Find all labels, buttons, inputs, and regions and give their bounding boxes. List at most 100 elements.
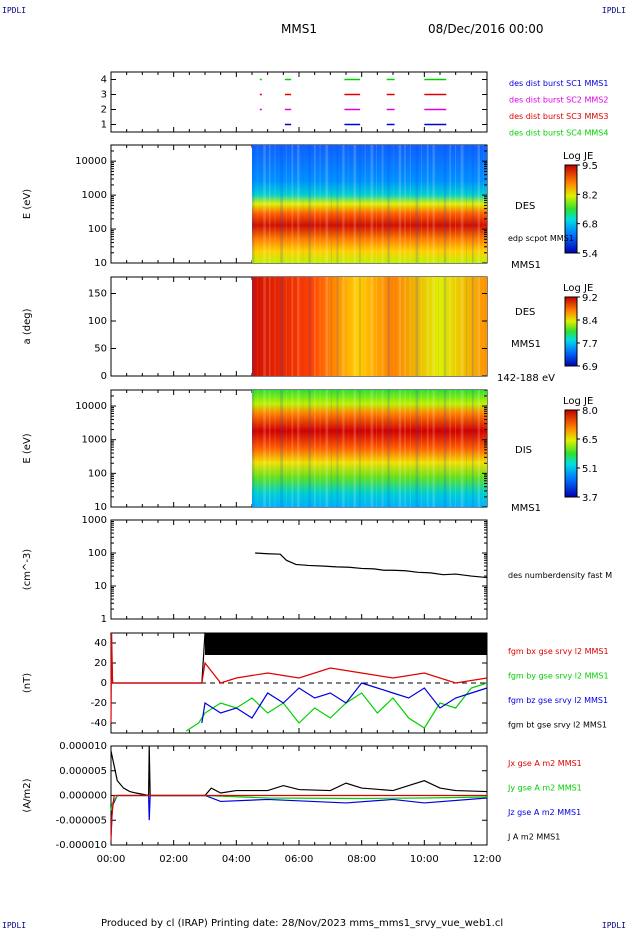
y-tick-label: 1000 — [82, 190, 107, 201]
heatmap-stripe — [336, 277, 339, 376]
heatmap-stripe — [376, 145, 377, 263]
colorbar-3 — [564, 409, 578, 498]
heatmap-stripe — [443, 277, 447, 376]
heatmap-stripe — [387, 390, 390, 507]
heatmap-stripe — [359, 390, 361, 507]
heatmap-stripe — [330, 390, 332, 507]
fgm-line — [201, 682, 488, 724]
colorbar-tick-label: 9.5 — [582, 161, 598, 172]
x-tick-label: 02:00 — [159, 854, 188, 865]
des-energy-label: DES — [515, 201, 535, 212]
fgm-legend-entry: fgm bt gse srvy l2 MMS1 — [508, 721, 607, 730]
heatmap-stripe — [449, 145, 451, 263]
heatmap-stripe — [336, 390, 339, 507]
heatmap-stripe — [308, 145, 311, 263]
fgm-legend-entry: fgm bz gse srvy l2 MMS1 — [508, 696, 608, 705]
current-legend-entry: Jy gse A m2 MMS1 — [507, 784, 582, 793]
fgm-legend-entry: fgm by gse srvy l2 MMS1 — [508, 672, 609, 681]
heatmap-stripe — [398, 390, 402, 507]
plot-area: 1 2 3 4 des dist burst SC1 MMS1 des dist burs… — [22, 71, 612, 865]
x-tick-label: 00:00 — [97, 854, 126, 865]
y-tick-label: 3 — [101, 90, 107, 101]
heatmap-stripe — [280, 277, 283, 376]
heatmap-stripe — [460, 390, 464, 507]
heatmap-stripe — [353, 145, 357, 263]
heatmap-stripe — [325, 145, 329, 263]
heatmap-stripe — [263, 277, 266, 376]
current-legend-entry: Jz gse A m2 MMS1 — [507, 808, 581, 817]
heatmap-stripe — [421, 390, 422, 507]
heatmap-stripe — [432, 277, 435, 376]
y-tick-label: 100 — [88, 548, 107, 559]
y-tick-label: 10 — [94, 581, 107, 592]
heatmap-stripe — [387, 277, 390, 376]
heatmap-stripe — [477, 145, 480, 263]
heatmap-stripe — [314, 145, 316, 263]
colorbar-tick-label: 9.2 — [582, 293, 598, 304]
current-line — [110, 794, 488, 836]
fgm-legend-entry: fgm bx gse srvy l2 MMS1 — [508, 647, 609, 656]
heatmap-stripe — [285, 145, 287, 263]
x-tick-label: 10:00 — [410, 854, 439, 865]
y-tick-label: 100 — [88, 468, 107, 479]
heatmap-stripe — [415, 277, 419, 376]
y-tick-label: 40 — [94, 638, 107, 649]
x-tick-label: 12:00 — [473, 854, 502, 865]
current-line — [110, 794, 487, 841]
heatmap-stripe — [426, 145, 429, 263]
colorbar-tick-label: 6.9 — [582, 362, 598, 373]
y-tick-label: 2 — [101, 105, 107, 116]
y-axis-label-1: E (eV) — [22, 189, 33, 219]
y-tick-label: 0 — [101, 678, 107, 689]
colorbar-tick-label: 3.7 — [582, 493, 598, 504]
y-tick-label: 0.000005 — [59, 766, 107, 777]
colorbar-2 — [564, 296, 578, 367]
heatmap-stripe — [426, 390, 429, 507]
heatmap-stripe — [381, 277, 384, 376]
burst-legend-entry: des dist burst SC3 MMS3 — [509, 112, 608, 121]
y-tick-label: 10000 — [75, 401, 107, 412]
heatmap-stripe — [263, 390, 266, 507]
heatmap-stripe — [398, 277, 402, 376]
panel-frame-4 — [110, 519, 488, 620]
heatmap-stripe — [359, 145, 361, 263]
heatmap-stripe — [291, 277, 294, 376]
colorbar-tick-label: 8.4 — [582, 316, 598, 327]
corner-label-top-right: IPDLI — [601, 6, 626, 15]
dis-energy-sc-label: MMS1 — [511, 503, 541, 514]
colorbar-tick-label: 5.4 — [582, 249, 598, 260]
heatmap-stripe — [263, 145, 266, 263]
heatmap-stripe — [426, 277, 429, 376]
heatmap-stripe — [376, 390, 377, 507]
colorbar-tick-label: 7.7 — [582, 339, 598, 350]
y-tick-label: 1 — [101, 120, 107, 131]
heatmap-stripe — [319, 390, 321, 507]
colorbar-1 — [564, 164, 578, 254]
y-tick-label: 1 — [101, 614, 107, 625]
spacecraft-title: MMS1 — [281, 22, 317, 36]
y-tick-label: -40 — [91, 718, 107, 729]
colorbar-title-1: Log JE — [563, 151, 593, 162]
heatmap-stripe — [364, 145, 366, 263]
heatmap-fill-3 — [252, 390, 487, 507]
heatmap-stripe — [325, 277, 329, 376]
heatmap-stripe — [443, 145, 447, 263]
x-tick-label: 08:00 — [347, 854, 376, 865]
heatmap-stripe — [471, 145, 474, 263]
heatmap-stripe — [285, 390, 287, 507]
colorbar-title-2: Log JE — [563, 283, 593, 294]
heatmap-stripe — [359, 277, 361, 376]
heatmap-stripe — [404, 145, 406, 263]
heatmap-stripe — [268, 277, 271, 376]
y-axis-label-3: E (eV) — [22, 433, 33, 463]
colorbar-tick-label: 8.0 — [582, 406, 598, 417]
y-tick-label: 0.000000 — [59, 791, 107, 802]
heatmap-stripe — [421, 145, 422, 263]
current-line — [110, 745, 488, 797]
dis-energy-label: DIS — [515, 445, 532, 456]
y-axis-label-2: a (deg) — [22, 308, 33, 344]
y-tick-label: 50 — [94, 344, 107, 355]
heatmap-stripe — [471, 277, 474, 376]
y-axis-label-5: (nT) — [22, 673, 33, 693]
heatmap-stripe — [376, 277, 377, 376]
